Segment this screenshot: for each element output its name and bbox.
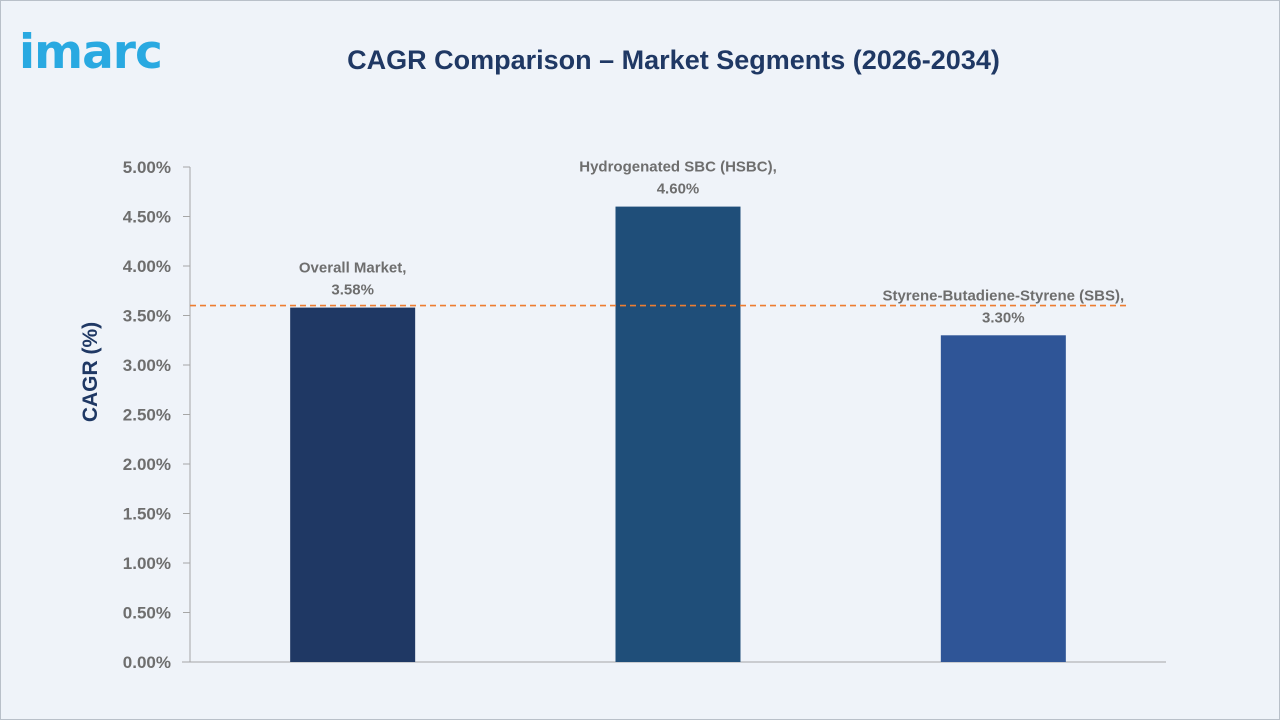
y-tick-label: 3.00% bbox=[123, 356, 171, 375]
y-tick-label: 0.00% bbox=[123, 653, 171, 672]
y-tick-label: 0.50% bbox=[123, 604, 171, 623]
imarc-logo: imarc bbox=[19, 29, 163, 76]
y-tick-label: 4.00% bbox=[123, 257, 171, 276]
y-tick-label: 3.50% bbox=[123, 307, 171, 326]
y-tick-label: 2.50% bbox=[123, 406, 171, 425]
y-tick-label: 1.50% bbox=[123, 505, 171, 524]
y-tick-label: 1.00% bbox=[123, 554, 171, 573]
y-tick-label: 5.00% bbox=[123, 158, 171, 177]
data-label-1: Overall Market, 3.58% bbox=[299, 260, 407, 299]
bar-1 bbox=[290, 307, 416, 662]
y-axis-label: CAGR (%) bbox=[79, 322, 102, 422]
data-label-2: Hydrogenated SBC (HSBC), 4.60% bbox=[579, 159, 777, 198]
logo-text: imarc bbox=[19, 25, 163, 80]
data-labels: Overall Market, 3.58% Hydrogenated SBC (HS… bbox=[299, 159, 1124, 327]
bar-2 bbox=[615, 206, 741, 662]
data-label-3: Styrene-Butadiene-Styrene (SBS), 3.30% bbox=[882, 287, 1124, 326]
y-tick-label: 2.00% bbox=[123, 455, 171, 474]
y-axis-ticks: 0.00% 0.50% 1.00% 1.50% 2.00% 2.50% 3.00% 3.50%… bbox=[123, 158, 190, 672]
y-tick-label: 4.50% bbox=[123, 208, 171, 227]
bar-3 bbox=[940, 335, 1066, 662]
chart-title: CAGR Comparison – Market Segments (2026-… bbox=[347, 45, 1000, 75]
bars bbox=[290, 206, 1066, 662]
